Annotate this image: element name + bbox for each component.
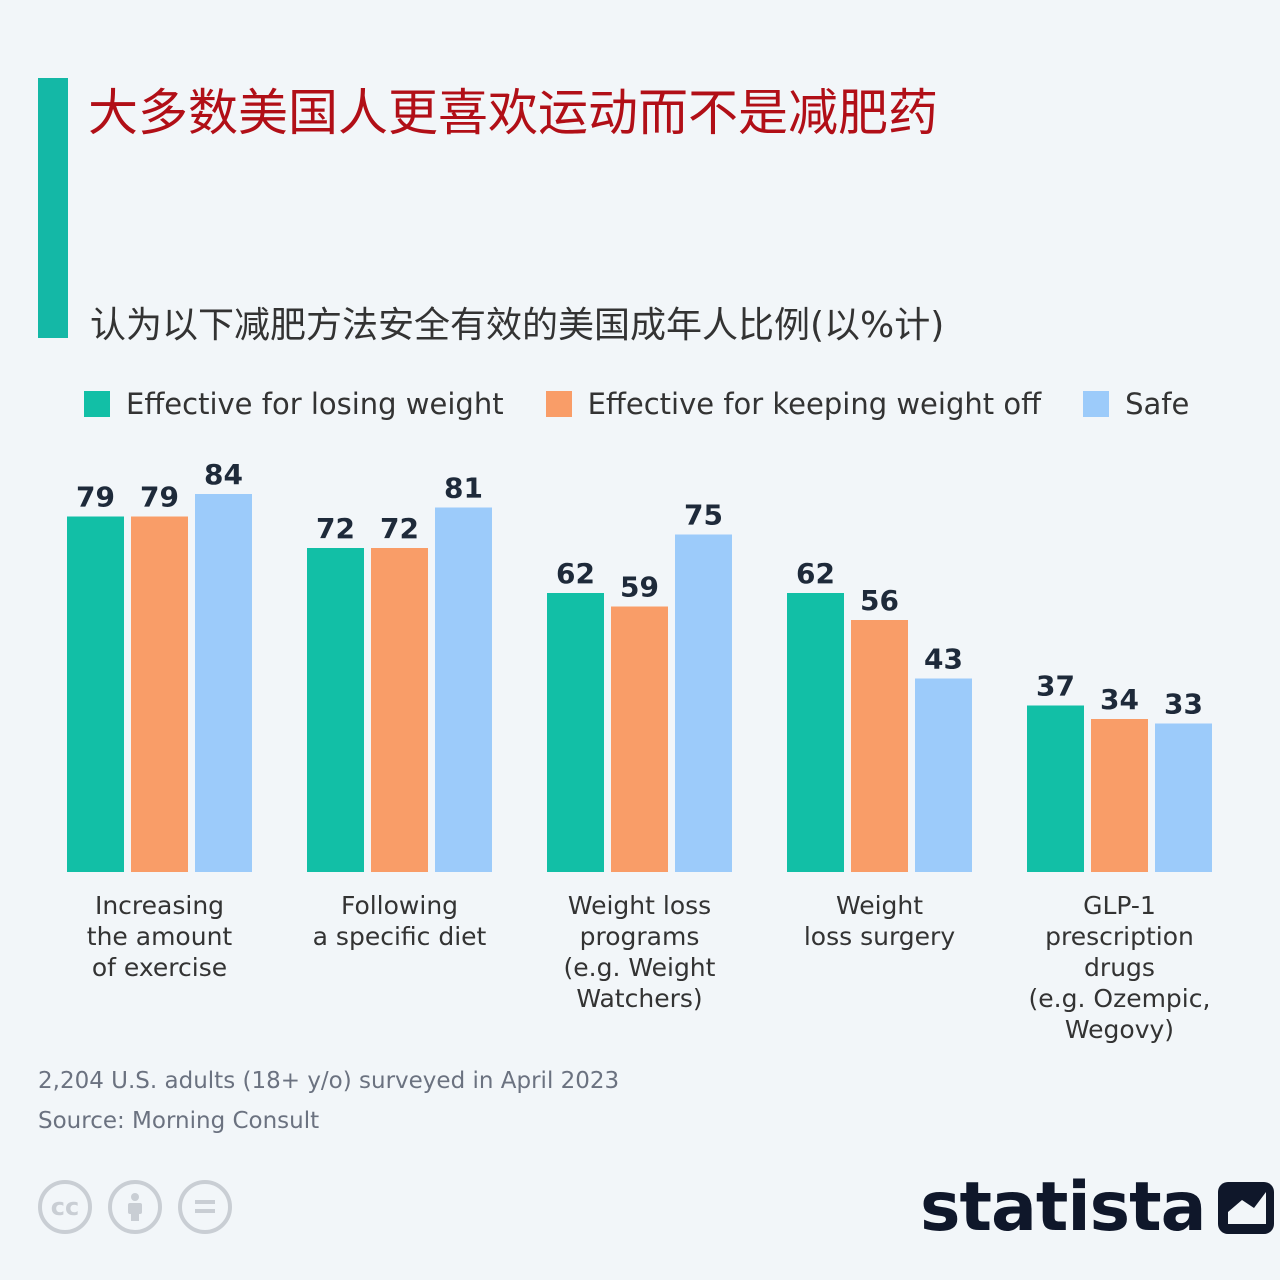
bar-2-0 [547,593,604,872]
cc-icon[interactable]: cc [38,1180,92,1234]
legend-item-losing: Effective for losing weight [84,387,504,421]
data-label-0-1: 79 [140,481,179,514]
no-derivatives-icon[interactable] [178,1180,232,1234]
brand-wordmark: statista [920,1168,1207,1247]
data-label-2-1: 59 [620,571,659,604]
source-note: Source: Morning Consult [38,1108,320,1134]
data-label-0-0: 79 [76,481,115,514]
bar-0-0 [67,516,124,872]
bar-1-1 [371,548,428,872]
data-label-2-0: 62 [556,557,595,590]
chart-subtitle: 认为以下减肥方法安全有效的美国成年人比例(以%计) [90,305,945,346]
legend-label-safe: Safe [1125,387,1190,421]
bar-2-2 [675,534,732,872]
accent-bar [38,78,68,338]
data-label-3-0: 62 [796,557,835,590]
bar-2-1 [611,606,668,872]
category-label-1: Following a specific diet [313,891,487,951]
bar-3-1 [851,620,908,872]
legend-item-safe: Safe [1083,387,1189,421]
data-label-1-2: 81 [444,472,483,505]
brand-logo[interactable]: statista [920,1168,1278,1248]
chart-title: 大多数美国人更喜欢运动而不是减肥药 [88,84,938,142]
category-label-3: Weight loss surgery [804,891,955,951]
bar-4-0 [1027,705,1084,872]
bar-0-2 [195,494,252,872]
data-label-1-1: 72 [380,512,419,545]
bar-3-0 [787,593,844,872]
category-label-2: Weight loss programs (e.g. Weight Watchers) [564,891,716,1013]
bar-4-2 [1155,723,1212,872]
license-icons: cc [38,1180,248,1234]
data-label-0-2: 84 [204,458,243,491]
attribution-icon[interactable] [108,1180,162,1234]
legend-swatch-keeping [545,391,572,417]
data-label-2-2: 75 [684,499,723,532]
data-label-4-0: 37 [1036,670,1075,703]
legend-label-keeping: Effective for keeping weight off [587,387,1042,421]
data-label-3-2: 43 [924,643,963,676]
data-label-4-1: 34 [1100,683,1139,716]
legend-label-losing: Effective for losing weight [126,387,504,421]
category-label-4: GLP-1 prescription drugs (e.g. Ozempic, Wego… [1029,891,1211,1044]
bar-1-0 [307,548,364,872]
bar-1-2 [435,507,492,872]
bar-chart: 79 79 84 Increasing the amount of exercise 72 7… [67,458,1212,1044]
bar-0-1 [131,516,188,872]
bar-4-1 [1091,719,1148,872]
data-label-4-2: 33 [1164,688,1203,721]
legend: Effective for losing weight Effective fo… [84,384,1231,424]
category-label-0: Increasing the amount of exercise [87,891,233,982]
legend-item-keeping: Effective for keeping weight off [545,387,1042,421]
survey-note: 2,204 U.S. adults (18+ y/o) surveyed in … [38,1068,620,1094]
statista-logo-icon [1217,1182,1274,1234]
bar-3-2 [915,678,972,872]
legend-swatch-safe [1083,391,1110,417]
legend-swatch-losing [84,391,110,417]
data-label-1-0: 72 [316,512,355,545]
data-label-3-1: 56 [860,584,899,617]
